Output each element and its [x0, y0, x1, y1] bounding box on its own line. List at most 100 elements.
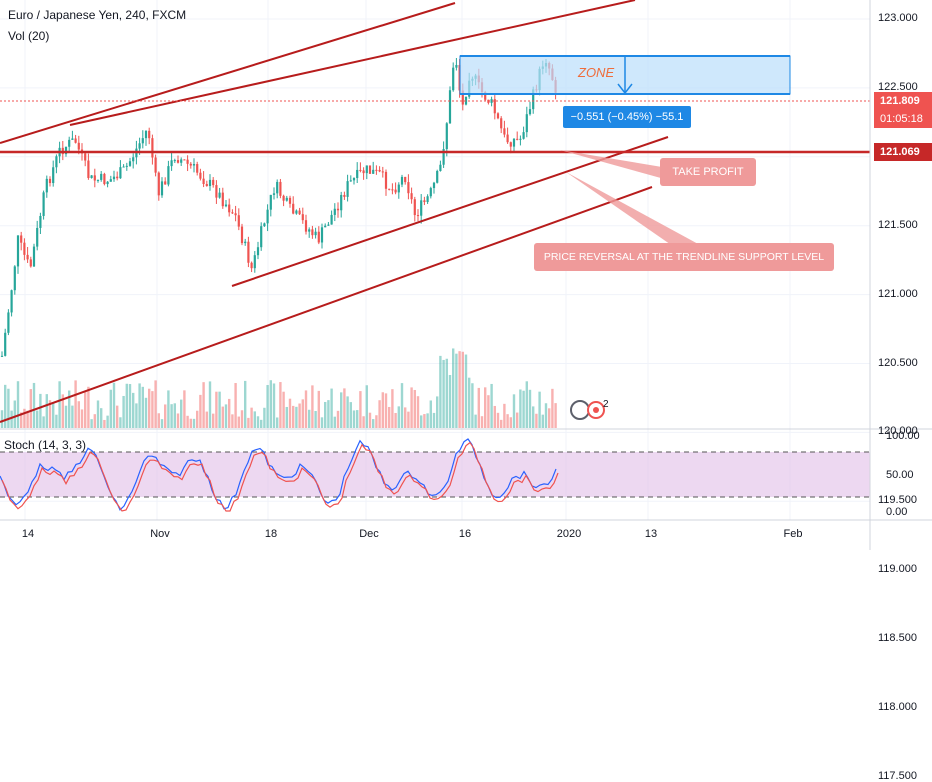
candle-body — [160, 181, 164, 196]
price-tick-label: 122.500 — [878, 80, 918, 93]
candle-body — [151, 138, 154, 158]
volume-bar — [0, 410, 4, 428]
volume-bar — [439, 355, 442, 428]
candle-body — [144, 130, 148, 139]
volume-bar — [292, 405, 295, 428]
volume-bar — [180, 399, 183, 428]
candle-body — [263, 223, 266, 227]
candle-body — [36, 227, 39, 247]
volume-bar — [186, 415, 189, 428]
volume-bar — [167, 390, 170, 428]
chart-canvas[interactable]: ZONE 2 — [0, 0, 932, 550]
candle-body — [285, 197, 288, 201]
candlestick-series — [0, 58, 557, 357]
alert-badge-count: 2 — [603, 399, 609, 410]
price-tick-label: 118.500 — [878, 632, 917, 645]
candle-body — [512, 138, 516, 147]
reversal-note[interactable]: PRICE REVERSAL AT THE TRENDLINE SUPPORT … — [534, 243, 834, 271]
time-tick-label: 14 — [21, 528, 35, 540]
upper-trendline[interactable] — [69, 0, 636, 126]
candle-body — [64, 146, 68, 155]
volume-bar — [279, 382, 282, 428]
upper-channel-line[interactable] — [0, 2, 456, 144]
price-tick-label: 118.000 — [878, 701, 917, 713]
candle-body — [282, 195, 285, 201]
volume-bar — [400, 383, 404, 428]
candle-body — [170, 160, 173, 167]
candle-body — [266, 209, 269, 224]
volume-bar — [221, 406, 224, 428]
stoch-d-line — [1, 441, 559, 512]
price-tick-label: 120.000 — [878, 425, 918, 438]
volume-bar — [64, 405, 68, 428]
volume-bar — [487, 395, 490, 428]
volume-bar — [61, 394, 64, 428]
stoch-indicator-label[interactable]: Stoch (14, 3, 3) — [4, 438, 87, 452]
candle-body — [167, 166, 170, 185]
volume-indicator-label[interactable]: Vol (20) — [8, 29, 50, 43]
volume-bar — [13, 400, 16, 428]
candle-body — [295, 210, 298, 214]
candle-body — [112, 176, 116, 180]
time-tick-label: 13 — [644, 528, 658, 540]
candle-body — [368, 165, 372, 174]
volume-bar — [298, 403, 301, 428]
symbol-title[interactable]: Euro / Japanese Yen, 240, FXCM — [8, 8, 187, 22]
volume-bar — [189, 418, 192, 428]
candle-body — [416, 215, 420, 217]
candle-body — [320, 227, 324, 243]
price-tick-label: 117.500 — [878, 769, 917, 782]
volume-bar — [20, 412, 23, 428]
volume-bar — [496, 412, 500, 428]
volume-bar — [106, 415, 109, 428]
candle-body — [218, 192, 221, 198]
candle-body — [244, 241, 247, 244]
volume-bar — [375, 415, 378, 428]
candle-body — [4, 332, 7, 356]
price-tick-label: 119.500 — [878, 494, 917, 507]
candle-body — [125, 165, 128, 167]
candle-body — [292, 203, 295, 214]
countdown-tag: 01:05:18 — [874, 110, 932, 128]
stoch-tick-label: 50.00 — [886, 469, 914, 481]
volume-bar — [87, 386, 90, 428]
volume-bar — [295, 406, 298, 428]
candle-body — [192, 164, 196, 166]
volume-bar — [528, 389, 532, 428]
volume-bar — [234, 383, 237, 428]
zone-label[interactable]: ZONE — [577, 65, 614, 80]
volume-bar — [23, 408, 26, 428]
candle-body — [324, 225, 327, 228]
candle-body — [32, 246, 36, 267]
lower-trendline[interactable] — [0, 186, 653, 423]
candle-body — [68, 139, 71, 147]
volume-bar — [477, 387, 480, 428]
candle-body — [276, 181, 279, 194]
volume-bar — [288, 398, 292, 428]
stoch-tick-label: 0.00 — [886, 506, 908, 518]
lower-channel-line[interactable] — [231, 136, 669, 287]
volume-bar — [199, 394, 202, 428]
replay-icon[interactable] — [570, 400, 590, 420]
candle-body — [346, 181, 349, 197]
candle-body — [253, 255, 256, 269]
volume-bar — [176, 413, 180, 428]
volume-bar — [84, 392, 87, 428]
volume-bar — [359, 391, 362, 428]
candle-body — [327, 224, 330, 226]
volume-bar — [432, 412, 436, 428]
take-profit-note[interactable]: TAKE PROFIT — [660, 158, 756, 186]
volume-bar — [55, 414, 58, 428]
candle-body — [138, 143, 141, 149]
volume-bar — [32, 382, 36, 428]
volume-bar — [192, 418, 196, 428]
measure-tooltip[interactable]: −0.551 (−0.45%) −55.1 — [563, 106, 691, 128]
candle-body — [420, 200, 423, 216]
stoch-k-line — [0, 438, 557, 511]
time-tick-label: Nov — [150, 528, 170, 540]
candle-body — [180, 159, 183, 163]
volume-bar — [90, 419, 93, 428]
candle-body — [173, 160, 176, 162]
volume-bar — [39, 393, 42, 428]
candle-body — [448, 90, 452, 124]
